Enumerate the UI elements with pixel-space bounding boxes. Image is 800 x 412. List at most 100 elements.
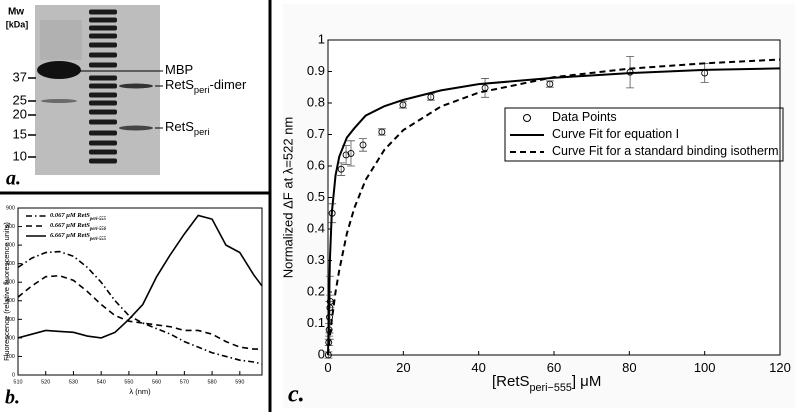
ladder-band <box>89 140 117 146</box>
x-tick-label: 560 <box>152 379 161 385</box>
legend-entry-part: 0.067 μM RetS <box>50 212 90 219</box>
ladder-band <box>89 9 117 15</box>
marker-label: 25 <box>13 92 27 107</box>
y-tick-label: 0.9 <box>307 63 325 78</box>
band <box>37 61 81 79</box>
legend-entry: Curve Fit for equation I <box>552 127 679 141</box>
band-label: MBP <box>165 62 193 77</box>
ladder-band <box>89 109 117 115</box>
band <box>41 99 77 103</box>
x-axis-label-subscript: peri−555 <box>530 382 572 394</box>
legend-entry: 0.067 μM RetSperi-555 <box>50 212 107 221</box>
legend-entry: 6.667 μM RetSperi-555 <box>50 232 107 241</box>
x-tick-label: 60 <box>547 360 561 375</box>
y-tick-label: 0.5 <box>307 189 325 204</box>
band <box>119 125 153 131</box>
ladder-band <box>89 119 117 125</box>
x-tick-label: 530 <box>69 379 78 385</box>
legend-entry: Data Points <box>552 110 617 124</box>
band-label-part: RetS <box>165 119 194 134</box>
band-label: RetSperi-dimer <box>165 77 247 95</box>
band-label-subscript: peri <box>194 127 210 137</box>
panel-label: a. <box>6 168 21 190</box>
y-tick-label: 0 <box>318 346 325 361</box>
x-tick-label: 580 <box>207 379 216 385</box>
y-tick-label: 800 <box>6 224 15 230</box>
x-tick-label: 570 <box>180 379 189 385</box>
smear <box>40 20 82 60</box>
ladder-band <box>89 17 117 23</box>
x-tick-label: 20 <box>396 360 410 375</box>
x-axis-label-part: ] μM <box>572 373 601 390</box>
error-bar <box>359 138 368 152</box>
ladder-band <box>89 83 117 89</box>
series-line <box>327 67 781 356</box>
y-tick-label: 400 <box>6 298 15 304</box>
y-tick-label: 0 <box>12 372 15 378</box>
ladder <box>89 9 117 164</box>
ladder-band <box>89 25 117 31</box>
series-line <box>17 274 262 350</box>
data-point <box>427 93 435 101</box>
data-point <box>378 128 386 136</box>
band-label-part: RetS <box>165 77 194 92</box>
ladder-band <box>89 100 117 106</box>
band-label-part: -dimer <box>210 77 248 92</box>
error-bar <box>346 140 355 167</box>
x-axis-label: λ (nm) <box>129 387 151 396</box>
ladder-band <box>89 33 117 39</box>
y-tick-label: 1 <box>318 31 325 46</box>
ladder-band <box>89 52 117 58</box>
band-label-part: MBP <box>165 62 193 77</box>
data-point <box>337 165 345 173</box>
series-line <box>327 58 781 356</box>
ladder-band <box>89 75 117 81</box>
y-tick-label: 0.6 <box>307 157 325 172</box>
band-label-subscript: peri <box>194 85 210 95</box>
y-tick-label: 0.7 <box>307 126 325 141</box>
x-tick-label: 80 <box>622 360 636 375</box>
data-point <box>347 149 355 157</box>
data-point <box>359 141 367 149</box>
y-tick-label: 700 <box>6 243 15 249</box>
legend-entry-part: Data Points <box>552 110 617 124</box>
x-tick-label: 520 <box>41 379 50 385</box>
plot-frame <box>327 39 781 356</box>
y-tick-label: 0.3 <box>307 252 325 267</box>
legend-entry-part: Curve Fit for a standard binding isother… <box>552 144 779 158</box>
marker-label: 15 <box>13 126 27 141</box>
x-tick-label: 550 <box>124 379 133 385</box>
x-tick-label: 540 <box>97 379 106 385</box>
ladder-band <box>89 149 117 155</box>
y-tick-label: 100 <box>6 354 15 360</box>
y-tick-label: 0.8 <box>307 94 325 109</box>
mw-label: Mw <box>8 7 24 18</box>
legend-entry-part: 6.667 μM RetS <box>50 232 90 239</box>
y-tick-label: 200 <box>6 335 15 341</box>
data-point <box>326 298 334 305</box>
y-axis-label: Fluorescence (relative fluorescence unit… <box>2 222 11 361</box>
x-axis-label-part: [RetS <box>492 373 530 390</box>
ladder-band <box>89 158 117 164</box>
y-tick-label: 300 <box>6 317 15 323</box>
ladder-band <box>89 42 117 48</box>
legend-entry: Curve Fit for a standard binding isother… <box>552 144 779 158</box>
error-bar <box>481 78 490 98</box>
y-tick-label: 900 <box>6 205 15 211</box>
legend-entry-subscript: peri-556 <box>89 227 107 232</box>
legend-box <box>504 107 784 162</box>
x-tick-label: 40 <box>471 360 485 375</box>
panel-label: b. <box>5 387 20 409</box>
x-tick-label: 510 <box>13 379 22 385</box>
data-point <box>399 101 407 109</box>
legend-entry-subscript: peri-555 <box>89 237 107 242</box>
ladder-band <box>89 130 117 136</box>
y-tick-label: 500 <box>6 280 15 286</box>
legend-entry-part: 0.667 μM RetS <box>50 222 90 229</box>
legend-entry-part: Curve Fit for equation I <box>552 127 679 141</box>
marker-label: 10 <box>13 148 27 163</box>
y-tick-label: 0.4 <box>307 220 325 235</box>
series-line <box>17 214 263 339</box>
data-point <box>342 151 350 159</box>
